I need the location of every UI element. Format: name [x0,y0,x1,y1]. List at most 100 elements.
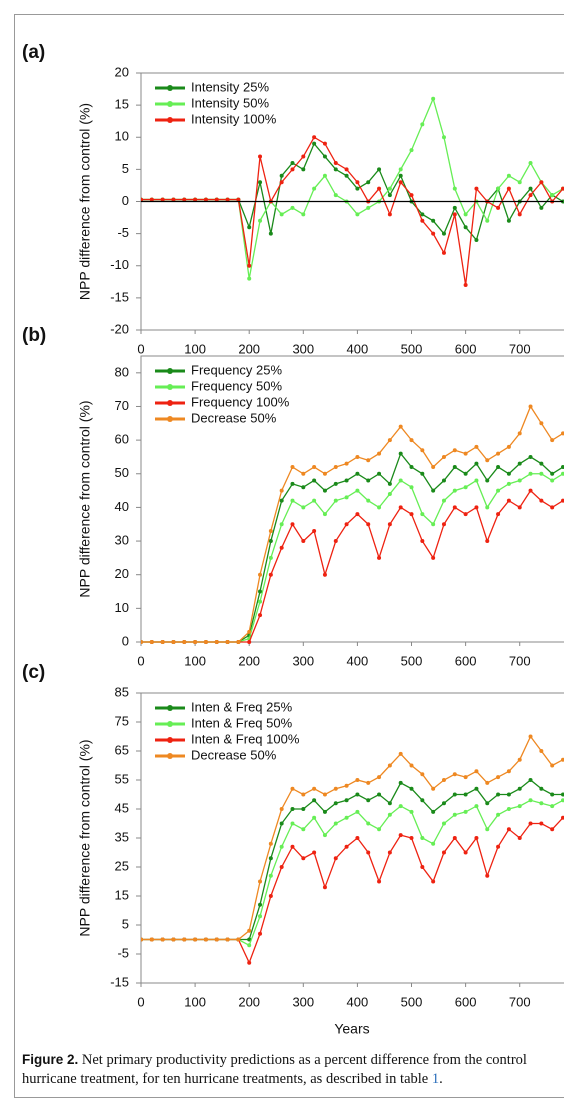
data-point [398,780,403,785]
data-point [214,197,219,202]
data-point [528,186,533,191]
data-point [431,218,436,223]
data-point [420,836,425,840]
data-point [355,488,360,493]
data-point [322,833,327,838]
data-point [279,865,284,869]
data-point [463,471,468,476]
data-point [474,769,479,774]
data-point [420,798,425,803]
y-tick-label: 5 [122,161,129,176]
data-point [258,589,263,594]
data-point [387,801,392,806]
figure-frame [14,14,564,1098]
data-point [561,498,564,503]
data-point [301,856,306,861]
data-point [431,465,436,470]
data-point [268,894,273,898]
data-point [301,827,306,832]
data-point [496,465,501,470]
x-tick-label: 0 [137,653,144,668]
data-point [539,205,544,210]
data-point [344,815,349,820]
data-point [420,471,425,476]
data-point [561,757,564,762]
data-point [193,640,198,644]
data-point [539,180,544,185]
data-point [452,205,457,210]
data-point [301,167,306,172]
data-point [550,478,555,483]
data-point [301,485,306,490]
data-point [247,960,252,965]
figure: (a) NPP difference from control (%) -20 -15… [22,42,564,1037]
data-point [387,491,392,496]
data-point [539,471,544,476]
data-point [387,186,392,191]
data-point [496,812,501,817]
data-point [398,751,403,756]
x-axis-label: Years [334,1021,369,1037]
data-point [355,836,360,840]
data-point [517,804,522,809]
data-point [528,404,533,409]
data-point [506,481,511,486]
caption-ref[interactable]: 1 [431,1071,440,1087]
data-point [171,640,176,644]
data-point [279,807,284,811]
data-point [377,555,382,560]
data-point [517,505,522,510]
series-line [141,473,564,643]
data-point [225,937,230,942]
data-point [506,218,511,223]
data-point [550,792,555,797]
data-point [247,276,252,281]
data-point [485,505,490,510]
series-line [141,799,564,947]
data-point [496,186,501,191]
data-point [441,778,446,782]
data-point [474,836,479,840]
data-point [463,283,468,288]
data-point [561,465,564,470]
data-point [398,505,403,510]
data-point [539,749,544,753]
plot-area [141,96,564,288]
x-tick-label: 700 [509,994,531,1009]
data-point [355,778,360,782]
x-tick-label: 300 [292,653,314,668]
data-point [485,873,490,878]
data-point [474,478,479,483]
legend-marker [167,101,173,107]
data-point [561,186,564,191]
data-point [474,505,479,510]
data-point [333,539,338,544]
x-tick-label: 300 [292,994,314,1009]
data-point [301,505,306,510]
data-point [333,193,338,198]
y-tick-label: -15 [110,289,129,304]
data-point [344,844,349,849]
y-tick-label: 45 [115,800,129,815]
data-point [377,775,382,780]
x-tick-label: 500 [401,994,423,1009]
data-point [452,812,457,817]
legend-label: Intensity 50% [191,95,269,110]
y-axis-label: NPP difference from control (%) [77,739,93,936]
data-point [236,640,241,644]
data-point [279,488,284,493]
data-point [149,640,154,644]
data-point [485,458,490,463]
data-point [517,786,522,791]
y-tick-label: 50 [115,465,129,480]
y-tick-label: 10 [115,129,129,144]
data-point [420,448,425,453]
data-point [203,937,208,942]
x-tick-label: 400 [347,653,369,668]
data-point [398,180,403,185]
data-point [290,167,295,172]
data-point [312,815,317,820]
data-point [366,780,371,785]
data-point [463,809,468,814]
data-point [387,850,392,855]
